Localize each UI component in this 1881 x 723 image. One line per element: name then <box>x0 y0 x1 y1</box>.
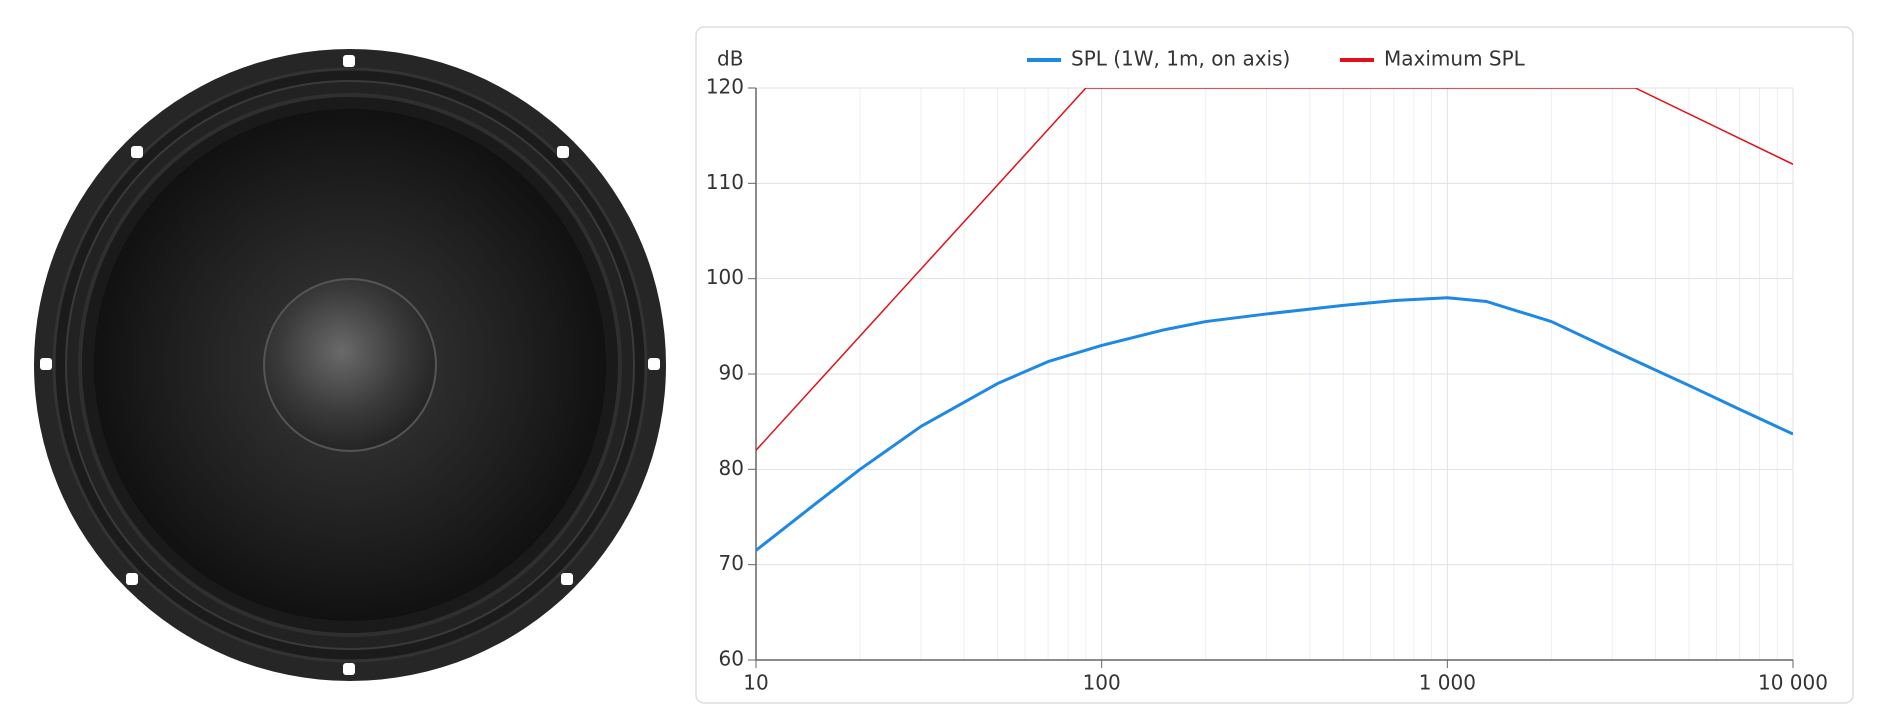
x-tick-label: 10 <box>743 671 768 695</box>
x-tick-label: 1 000 <box>1419 671 1476 695</box>
x-tick-label: 100 <box>1083 671 1121 695</box>
series-line <box>756 88 1793 451</box>
y-tick-label: 80 <box>719 456 744 480</box>
y-tick-label: 100 <box>706 265 744 289</box>
chart-card <box>695 26 1854 704</box>
y-axis-label: dB <box>717 47 743 71</box>
x-tick-label: 10 000 <box>1758 671 1828 695</box>
y-tick-label: 120 <box>706 75 744 99</box>
legend-label: Maximum SPL <box>1384 47 1526 71</box>
plot-area <box>756 88 1793 552</box>
y-tick-label: 90 <box>719 361 744 385</box>
speaker-image <box>34 49 666 681</box>
series-line <box>756 296 1793 552</box>
y-tick-label: 60 <box>719 647 744 671</box>
legend-label: SPL (1W, 1m, on axis) <box>1071 47 1290 71</box>
y-tick-label: 110 <box>706 170 744 194</box>
y-tick-label: 70 <box>719 551 744 575</box>
